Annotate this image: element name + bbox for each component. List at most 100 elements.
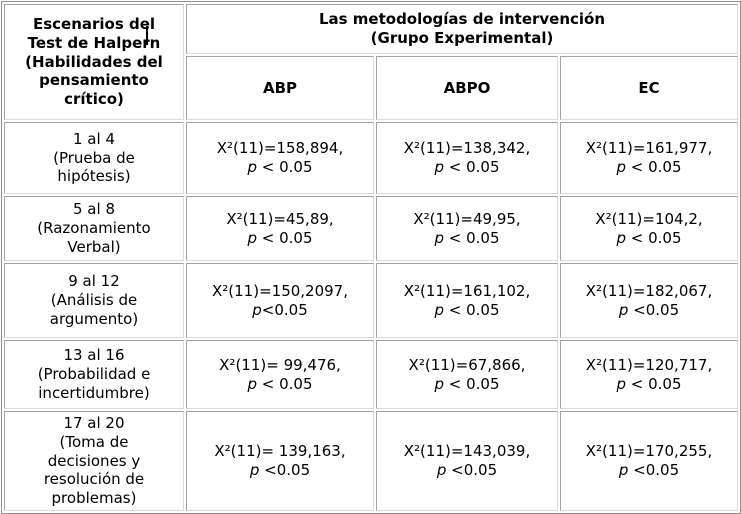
chi-value: X²(11)=67,866,	[408, 355, 526, 374]
p-value: p < 0.05	[381, 229, 553, 248]
method-header-abpo-label: ABPO	[443, 78, 491, 97]
data-cell-abp[interactable]: X²(11)=45,89, p < 0.05	[186, 196, 374, 261]
data-cell-ec[interactable]: X²(11)=182,067, p <0.05	[560, 263, 738, 338]
chi-value: X²(11)=150,2097,	[212, 281, 348, 300]
sig-threshold: < 0.05	[626, 374, 682, 393]
chi-value: X²(11)=182,067,	[585, 281, 713, 300]
row-label: 9 al 12 (Análisis de argumento)	[49, 272, 139, 328]
sig-threshold: < 0.05	[444, 228, 500, 247]
table-row: 13 al 16 (Probabilidad e incertidumbre) …	[4, 340, 738, 409]
sig-threshold: <0.05	[628, 460, 680, 479]
data-cell-abp[interactable]: X²(11)=150,2097, p<0.05	[186, 263, 374, 338]
method-header-abp-label: ABP	[262, 78, 298, 97]
row-label-cell[interactable]: 17 al 20 (Toma de decisiones y resolució…	[4, 411, 184, 511]
row-label-cell[interactable]: 13 al 16 (Probabilidad e incertidumbre)	[4, 340, 184, 409]
data-cell-ec[interactable]: X²(11)=120,717, p < 0.05	[560, 340, 738, 409]
chi-value: X²(11)=49,95,	[413, 209, 521, 228]
p-symbol: p	[434, 374, 444, 393]
p-symbol: p	[616, 374, 626, 393]
text-caret	[146, 26, 148, 45]
sig-threshold: <0.05	[628, 300, 680, 319]
p-value: p < 0.05	[191, 375, 369, 394]
chi-value: X²(11)=120,717,	[585, 355, 713, 374]
data-cell-abp[interactable]: X²(11)=158,894, p < 0.05	[186, 122, 374, 194]
data-cell-abpo[interactable]: X²(11)=161,102, p < 0.05	[376, 263, 558, 338]
p-symbol: p	[616, 158, 626, 176]
method-header-ec-label: EC	[638, 78, 660, 97]
chi-value: X²(11)=143,039,	[403, 442, 531, 461]
sig-threshold: <0.05	[259, 460, 311, 479]
p-value: p < 0.05	[191, 158, 369, 177]
sig-threshold: < 0.05	[626, 228, 682, 247]
sig-threshold: < 0.05	[444, 374, 500, 393]
data-cell-abp[interactable]: X²(11)= 99,476, p < 0.05	[186, 340, 374, 409]
p-value: p < 0.05	[381, 301, 553, 320]
header-row-group: Escenarios del Test de Halpern (Habilida…	[4, 4, 738, 120]
p-symbol: p	[436, 460, 447, 479]
chi-value: X²(11)= 139,163,	[214, 442, 346, 461]
chi-value: X²(11)=170,255,	[585, 442, 713, 461]
data-cell-abpo[interactable]: X²(11)=138,342, p < 0.05	[376, 122, 558, 194]
p-value: p < 0.05	[381, 375, 553, 394]
chi-value: X²(11)=158,894,	[216, 139, 344, 158]
p-symbol: p	[434, 300, 444, 319]
p-symbol: p	[247, 228, 257, 247]
row-label: 5 al 8 (Razonamiento Verbal)	[37, 200, 151, 256]
row-label-cell[interactable]: 9 al 12 (Análisis de argumento)	[4, 263, 184, 338]
method-header-abp[interactable]: ABP	[186, 56, 374, 120]
p-value: p < 0.05	[191, 229, 369, 248]
data-cell-abp[interactable]: X²(11)= 139,163, p <0.05	[186, 411, 374, 511]
sig-threshold: < 0.05	[257, 158, 313, 176]
sig-threshold: < 0.05	[626, 158, 682, 176]
data-cell-abpo[interactable]: X²(11)=143,039, p <0.05	[376, 411, 558, 511]
sig-threshold: < 0.05	[444, 300, 500, 319]
col1-header-cell[interactable]: Escenarios del Test de Halpern (Habilida…	[4, 4, 184, 120]
p-value: p <0.05	[191, 461, 369, 480]
col1-header-text: Escenarios del Test de Halpern (Habilida…	[25, 15, 163, 109]
data-cell-abpo[interactable]: X²(11)=67,866, p < 0.05	[376, 340, 558, 409]
p-symbol: p	[247, 158, 257, 176]
row-label-cell[interactable]: 1 al 4 (Prueba de hipótesis)	[4, 122, 184, 194]
p-value: p < 0.05	[565, 229, 733, 248]
data-cell-ec[interactable]: X²(11)=161,977, p < 0.05	[560, 122, 738, 194]
sig-threshold: < 0.05	[257, 374, 313, 393]
group-header-text: Las metodologías de intervención (Grupo …	[318, 10, 606, 47]
row-label: 1 al 4 (Prueba de hipótesis)	[53, 129, 135, 186]
p-symbol: p	[434, 158, 444, 176]
chi-value: X²(11)=104,2,	[595, 209, 703, 228]
p-symbol: p	[618, 460, 629, 479]
p-symbol: p	[247, 374, 257, 393]
table-row: 5 al 8 (Razonamiento Verbal) X²(11)=45,8…	[4, 196, 738, 261]
table-row: 9 al 12 (Análisis de argumento) X²(11)=1…	[4, 263, 738, 338]
sig-threshold: <0.05	[261, 300, 308, 319]
method-header-abpo[interactable]: ABPO	[376, 56, 558, 120]
header-row-methods: ABP ABPO EC	[4, 56, 738, 120]
p-symbol: p	[249, 460, 260, 479]
chi-value: X²(11)=161,977,	[585, 139, 713, 158]
p-value: p <0.05	[381, 461, 553, 480]
chi-value: X²(11)= 99,476,	[219, 355, 341, 374]
sig-threshold: <0.05	[446, 460, 498, 479]
row-label-cell[interactable]: 5 al 8 (Razonamiento Verbal)	[4, 196, 184, 261]
data-cell-ec[interactable]: X²(11)=104,2, p < 0.05	[560, 196, 738, 261]
row-label: 13 al 16 (Probabilidad e incertidumbre)	[37, 346, 151, 402]
row-label: 17 al 20 (Toma de decisiones y resolució…	[43, 414, 145, 507]
p-value: p < 0.05	[381, 158, 553, 177]
data-cell-ec[interactable]: X²(11)=170,255, p <0.05	[560, 411, 738, 511]
chi-value: X²(11)=45,89,	[226, 209, 334, 228]
p-value: p <0.05	[565, 461, 733, 480]
table-row: 17 al 20 (Toma de decisiones y resolució…	[4, 411, 738, 511]
table-row: 1 al 4 (Prueba de hipótesis) X²(11)=158,…	[4, 122, 738, 194]
method-header-ec[interactable]: EC	[560, 56, 738, 120]
p-value: p <0.05	[565, 301, 733, 320]
p-value: p < 0.05	[565, 375, 733, 394]
chi-value: X²(11)=138,342,	[403, 139, 531, 158]
group-header-cell[interactable]: Las metodologías de intervención (Grupo …	[186, 4, 738, 54]
chi-value: X²(11)=161,102,	[403, 281, 531, 300]
data-cell-abpo[interactable]: X²(11)=49,95, p < 0.05	[376, 196, 558, 261]
sig-threshold: < 0.05	[444, 158, 500, 176]
p-value: p<0.05	[191, 301, 369, 320]
sig-threshold: < 0.05	[257, 228, 313, 247]
p-value: p < 0.05	[565, 158, 733, 177]
